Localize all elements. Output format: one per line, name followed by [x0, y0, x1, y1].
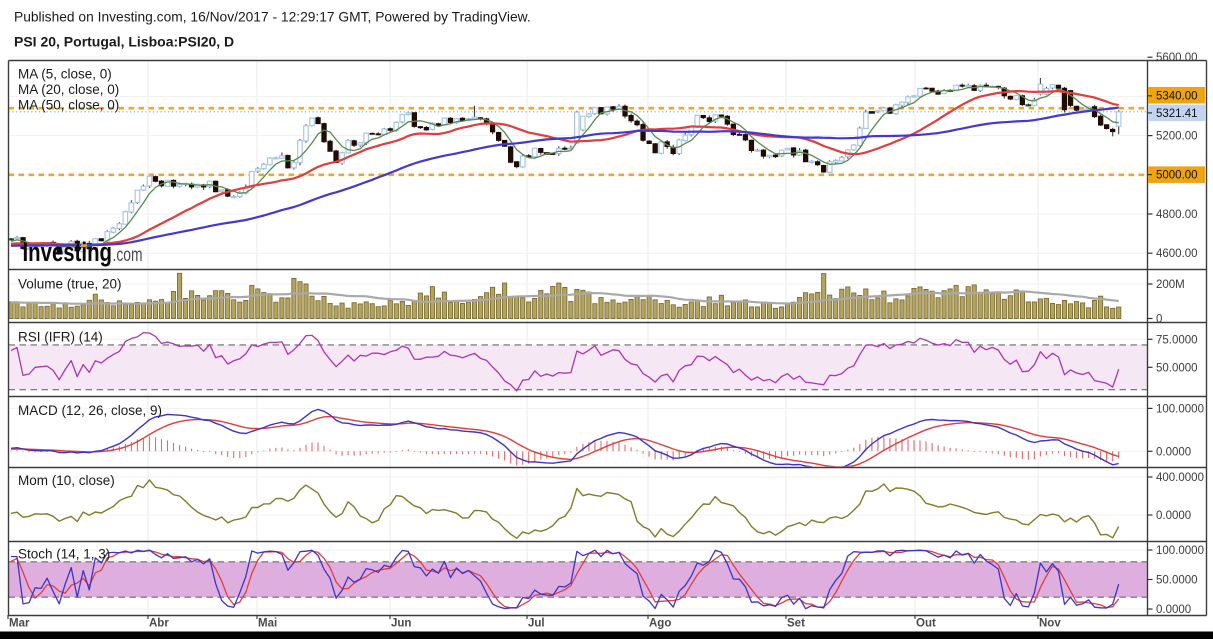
svg-text:400.0000: 400.0000 [1156, 472, 1204, 484]
svg-text:Mom (10, close): Mom (10, close) [18, 473, 115, 488]
svg-text:50.0000: 50.0000 [1156, 575, 1198, 587]
svg-text:Nov: Nov [1039, 618, 1061, 630]
svg-text:Mai: Mai [258, 618, 277, 630]
svg-text:0.0000: 0.0000 [1156, 510, 1191, 522]
svg-text:RSI (IFR) (14): RSI (IFR) (14) [18, 330, 103, 345]
svg-text:Stoch (14, 1, 3): Stoch (14, 1, 3) [18, 547, 110, 562]
svg-text:MA (5, close, 0): MA (5, close, 0) [18, 67, 112, 82]
svg-text:200M: 200M [1156, 279, 1185, 291]
svg-text:Set: Set [787, 618, 805, 630]
svg-text:50.0000: 50.0000 [1156, 362, 1198, 374]
svg-text:Investing: Investing [23, 237, 113, 267]
svg-text:Out: Out [916, 618, 936, 630]
svg-text:Volume (true, 20): Volume (true, 20) [18, 277, 122, 292]
svg-text:5340.00: 5340.00 [1156, 91, 1198, 103]
svg-text:5600.00: 5600.00 [1156, 52, 1198, 64]
svg-text:5321.41: 5321.41 [1156, 108, 1198, 120]
svg-text:100.0000: 100.0000 [1156, 545, 1204, 557]
svg-text:0: 0 [1156, 314, 1162, 326]
svg-text:Jul: Jul [528, 618, 545, 630]
svg-text:Published on Investing.com, 16: Published on Investing.com, 16/Nov/2017 … [14, 10, 531, 25]
svg-text:4600.00: 4600.00 [1156, 248, 1198, 260]
svg-text:0.0000: 0.0000 [1156, 446, 1191, 458]
svg-text:MACD (12, 26, close, 9): MACD (12, 26, close, 9) [18, 403, 162, 418]
svg-text:Mar: Mar [9, 618, 30, 630]
svg-text:4800.00: 4800.00 [1156, 209, 1198, 221]
svg-text:MA (50, close, 0): MA (50, close, 0) [18, 98, 119, 113]
svg-text:5200.00: 5200.00 [1156, 131, 1198, 143]
svg-text:PSI 20, Portugal, Lisboa:PSI20: PSI 20, Portugal, Lisboa:PSI20, D [14, 34, 234, 50]
svg-text:5000.00: 5000.00 [1156, 170, 1198, 182]
svg-text:Abr: Abr [149, 618, 169, 630]
svg-text:0.0000: 0.0000 [1156, 604, 1191, 616]
svg-text:MA (20, close, 0): MA (20, close, 0) [18, 82, 119, 97]
svg-text:75.0000: 75.0000 [1156, 334, 1198, 346]
svg-text:Jun: Jun [391, 618, 411, 630]
svg-text:Ago: Ago [649, 618, 671, 630]
svg-text:.com: .com [113, 244, 143, 266]
svg-text:100.0000: 100.0000 [1156, 403, 1204, 415]
